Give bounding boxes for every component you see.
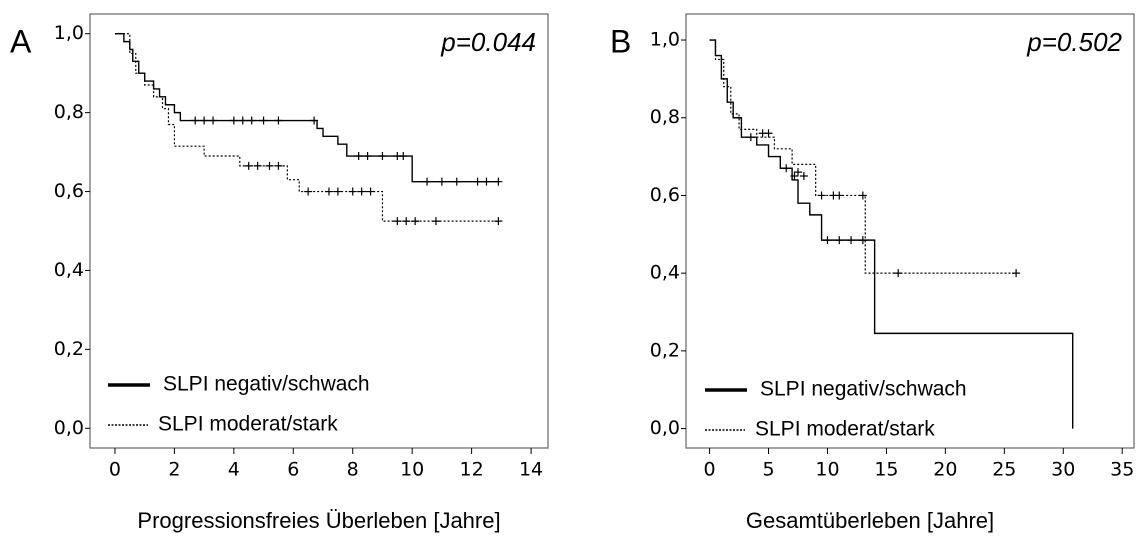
x-tick-label: 15 <box>874 459 898 481</box>
censor-mark <box>437 177 446 186</box>
censor-mark <box>494 217 503 226</box>
y-tick-label: 0,6 <box>650 184 680 206</box>
censor-mark <box>244 161 253 170</box>
censor-mark <box>1012 269 1021 278</box>
censor-mark <box>378 152 387 161</box>
plot-frame <box>89 13 549 449</box>
censor-mark <box>310 116 319 125</box>
censor-mark <box>274 116 283 125</box>
censor-mark <box>473 177 482 186</box>
survival-curve <box>709 39 1074 429</box>
p-value: p=0.044 <box>440 27 536 57</box>
legend-label: SLPI negativ/schwach <box>163 373 370 396</box>
censor-mark <box>835 191 844 200</box>
censor-mark <box>259 116 268 125</box>
censor-mark <box>247 116 256 125</box>
x-axis-title: Progressionsfreies Überleben [Jahre] <box>137 508 500 533</box>
censor-mark <box>274 161 283 170</box>
censor-mark <box>847 236 856 245</box>
censor-mark <box>823 236 832 245</box>
censor-mark <box>746 133 755 142</box>
x-tick-label: 25 <box>992 459 1016 481</box>
panel-label: B <box>610 23 631 59</box>
censor-mark <box>324 187 333 196</box>
y-tick-label: 0,6 <box>54 180 84 202</box>
y-tick-label: 1,0 <box>650 29 680 51</box>
y-tick-label: 0,8 <box>650 106 680 128</box>
plot-frame <box>685 13 1135 449</box>
x-tick-label: 10 <box>815 459 839 481</box>
censor-mark <box>357 187 366 196</box>
y-tick-label: 0,0 <box>650 417 680 439</box>
censor-mark <box>494 177 503 186</box>
y-tick-label: 0,2 <box>650 339 680 361</box>
x-tick-label: 14 <box>519 459 543 481</box>
censor-mark <box>799 172 808 181</box>
censor-mark <box>482 177 491 186</box>
x-tick-label: 0 <box>704 459 716 481</box>
censor-mark <box>858 236 867 245</box>
censor-mark <box>200 116 209 125</box>
censor-mark <box>782 164 791 173</box>
censor-mark <box>452 177 461 186</box>
y-tick-label: 1,0 <box>54 22 84 44</box>
censor-mark <box>348 187 357 196</box>
censor-mark <box>366 187 375 196</box>
survival-curve <box>114 33 499 183</box>
censor-mark <box>304 187 313 196</box>
censor-mark <box>817 191 826 200</box>
censor-mark <box>393 217 402 226</box>
censor-mark <box>423 177 432 186</box>
censor-mark <box>894 269 903 278</box>
censor-mark <box>229 116 238 125</box>
censor-mark <box>363 152 372 161</box>
x-tick-label: 6 <box>287 459 299 481</box>
censor-mark <box>191 116 200 125</box>
censor-mark <box>333 187 342 196</box>
x-tick-label: 20 <box>933 459 957 481</box>
y-tick-label: 0,4 <box>54 259 84 281</box>
x-tick-label: 2 <box>168 459 180 481</box>
censor-mark <box>411 217 420 226</box>
censor-mark <box>794 168 802 177</box>
censor-mark <box>354 152 363 161</box>
censor-mark <box>209 116 218 125</box>
censor-mark <box>238 116 247 125</box>
x-tick-label: 8 <box>347 459 359 481</box>
censor-mark <box>790 172 799 181</box>
survival-curve <box>114 33 499 222</box>
x-tick-label: 5 <box>762 459 774 481</box>
panel-label: A <box>10 23 32 59</box>
x-tick-label: 4 <box>228 459 240 481</box>
legend-label: SLPI negativ/schwach <box>760 378 967 401</box>
y-tick-label: 0,2 <box>54 338 84 360</box>
censor-mark <box>764 129 773 138</box>
p-value: p=0.502 <box>1026 27 1122 57</box>
legend-label: SLPI moderat/stark <box>755 418 935 441</box>
censor-mark <box>402 217 411 226</box>
x-tick-label: 0 <box>109 459 121 481</box>
y-tick-label: 0,4 <box>650 262 680 284</box>
x-tick-label: 30 <box>1051 459 1075 481</box>
y-tick-label: 0,0 <box>54 417 84 439</box>
censor-mark <box>835 236 844 245</box>
censor-mark <box>431 217 440 226</box>
censor-mark <box>858 191 867 200</box>
x-tick-label: 35 <box>1110 459 1134 481</box>
legend-label: SLPI moderat/stark <box>158 413 338 436</box>
censor-mark <box>253 161 262 170</box>
x-tick-label: 10 <box>400 459 424 481</box>
censor-mark <box>265 161 274 170</box>
censor-mark <box>399 152 408 161</box>
x-tick-label: 12 <box>460 459 484 481</box>
survival-curve <box>709 39 1017 274</box>
x-axis-title: Gesamtüberleben [Jahre] <box>746 508 994 533</box>
y-tick-label: 0,8 <box>54 101 84 123</box>
